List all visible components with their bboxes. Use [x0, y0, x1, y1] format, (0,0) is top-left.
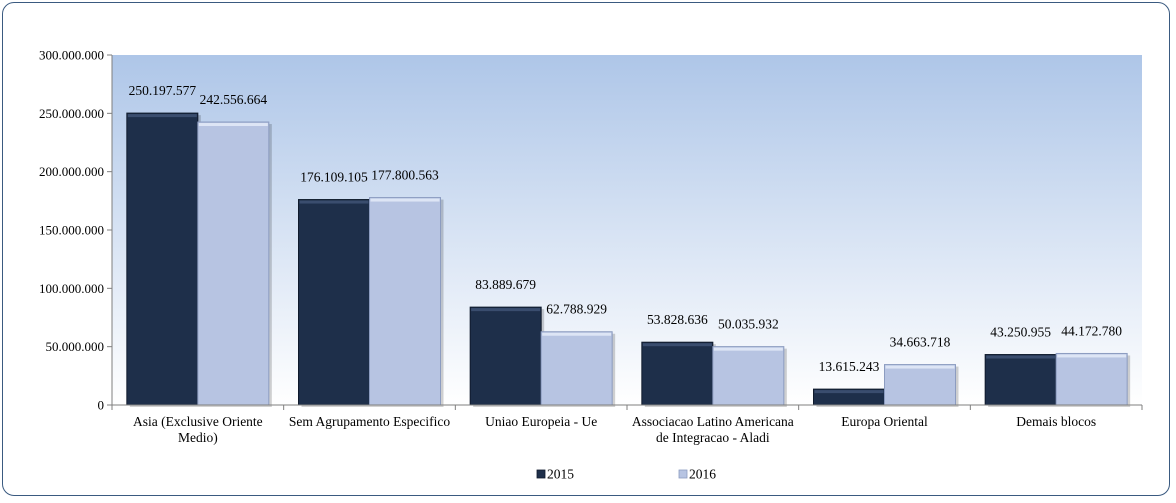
category-label: Uniao Europeia - Ue: [485, 414, 597, 429]
labels-layer: 250.197.577 176.109.105 83.889.679 53.828.6…: [129, 83, 1123, 374]
bar-bevel: [299, 200, 369, 204]
category-label: Demais blocos: [1016, 414, 1096, 429]
bar-2016-3: [712, 346, 785, 406]
bar-bevel: [198, 123, 268, 127]
bar-2016-2: [540, 331, 613, 406]
legend: 2015 2016: [536, 467, 716, 482]
data-label: 83.889.679: [475, 277, 536, 292]
data-label: 62.788.929: [546, 302, 607, 317]
bar-2016-5: [1055, 352, 1128, 406]
category-label: Europa Oriental: [841, 414, 928, 429]
data-label: 43.250.955: [990, 325, 1051, 340]
bar-2016-1: [369, 197, 441, 406]
bar-bevel: [1057, 354, 1127, 358]
bar-bevel: [471, 308, 541, 312]
data-label: 13.615.243: [819, 359, 880, 374]
data-label: 176.109.105: [300, 170, 368, 185]
category-label: Sem Agrupamento Especifico: [289, 414, 450, 429]
category-label: Medio): [178, 430, 218, 445]
category-label: Associacao Latino Americana: [632, 414, 794, 429]
bar-bevel: [642, 343, 712, 347]
bar-2016-4: [884, 364, 956, 406]
bar-2015-3: [641, 341, 714, 406]
data-label: 34.663.718: [890, 335, 951, 350]
legend-swatch-2015: [536, 469, 546, 479]
bar-bevel: [885, 365, 955, 369]
bar-bevel: [542, 332, 612, 336]
bar-2015-0: [126, 112, 199, 406]
y-tick-label: 250.000.000: [39, 106, 104, 121]
bar-bevel: [127, 114, 197, 118]
bar-bevel: [986, 355, 1056, 359]
y-tick-label: 300.000.000: [39, 48, 104, 63]
category-label: de Integracao - Aladi: [656, 430, 770, 445]
axes-layer: 0 50.000.000 100.000.000 150.000.000 200.000…: [39, 48, 1143, 445]
bar-2015-2: [469, 306, 542, 406]
bar-bevel: [370, 198, 440, 202]
bars-layer: [126, 112, 1131, 408]
y-tick-label: 200.000.000: [39, 164, 104, 179]
data-label: 242.556.664: [200, 92, 268, 107]
bar-2016-0: [197, 121, 270, 406]
y-tick-label: 100.000.000: [39, 281, 104, 296]
data-label: 44.172.780: [1061, 323, 1122, 338]
y-tick-label: 50.000.000: [46, 339, 105, 354]
bar-bevel: [713, 347, 783, 351]
category-label: Asia (Exclusive Oriente: [133, 414, 263, 429]
y-tick-label: 150.000.000: [39, 223, 104, 238]
data-label: 250.197.577: [129, 83, 197, 98]
bar-2015-5: [984, 354, 1057, 406]
legend-label-2015: 2015: [547, 467, 574, 482]
bar-2015-1: [298, 199, 370, 406]
data-label: 50.035.932: [718, 317, 779, 332]
y-tick-label: 0: [98, 398, 105, 413]
bar-bevel: [814, 390, 884, 394]
legend-label-2016: 2016: [689, 467, 716, 482]
data-label: 53.828.636: [647, 312, 708, 327]
legend-swatch-2016: [678, 469, 688, 479]
data-label: 177.800.563: [371, 168, 439, 183]
plot-area: [112, 55, 1142, 405]
